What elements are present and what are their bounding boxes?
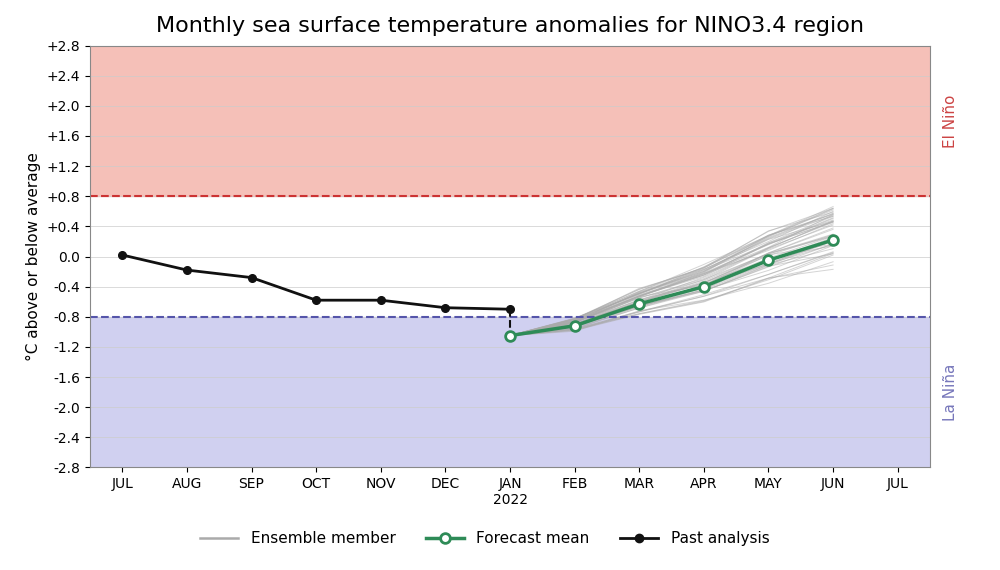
Text: El Niño: El Niño: [943, 94, 958, 148]
Legend: Ensemble member, Forecast mean, Past analysis: Ensemble member, Forecast mean, Past ana…: [194, 526, 776, 552]
Title: Monthly sea surface temperature anomalies for NINO3.4 region: Monthly sea surface temperature anomalie…: [156, 16, 864, 36]
Text: La Niña: La Niña: [943, 364, 958, 421]
Y-axis label: °C above or below average: °C above or below average: [26, 152, 41, 361]
Bar: [90, 317, 930, 467]
Bar: [90, 46, 930, 196]
